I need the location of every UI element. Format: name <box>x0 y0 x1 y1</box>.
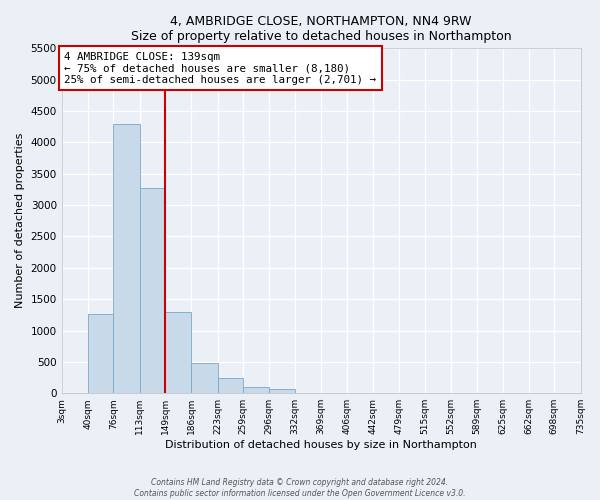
Bar <box>113 124 140 393</box>
Bar <box>269 390 295 393</box>
Bar <box>218 378 243 393</box>
Text: Contains HM Land Registry data © Crown copyright and database right 2024.
Contai: Contains HM Land Registry data © Crown c… <box>134 478 466 498</box>
Bar <box>243 387 269 393</box>
Bar <box>88 314 113 393</box>
Title: 4, AMBRIDGE CLOSE, NORTHAMPTON, NN4 9RW
Size of property relative to detached ho: 4, AMBRIDGE CLOSE, NORTHAMPTON, NN4 9RW … <box>131 15 511 43</box>
X-axis label: Distribution of detached houses by size in Northampton: Distribution of detached houses by size … <box>165 440 477 450</box>
Y-axis label: Number of detached properties: Number of detached properties <box>15 133 25 308</box>
Bar <box>140 188 165 393</box>
Bar <box>165 312 191 393</box>
Bar <box>191 363 218 393</box>
Text: 4 AMBRIDGE CLOSE: 139sqm
← 75% of detached houses are smaller (8,180)
25% of sem: 4 AMBRIDGE CLOSE: 139sqm ← 75% of detach… <box>64 52 376 85</box>
